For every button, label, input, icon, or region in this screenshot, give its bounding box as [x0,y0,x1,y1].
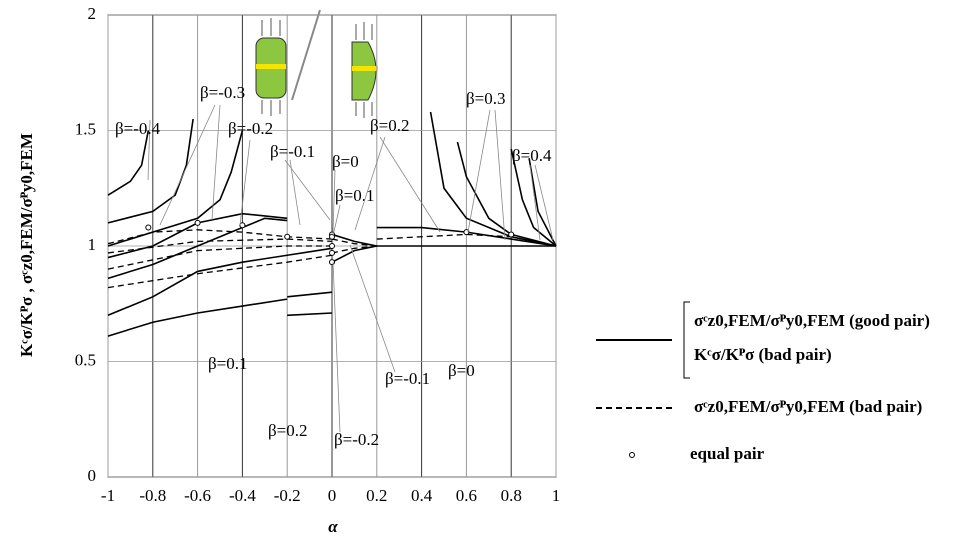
leader-line [467,109,491,233]
annotation: β=0.4 [512,146,552,165]
curve [331,238,377,247]
x-tick-label: 1 [552,486,561,505]
y-tick-label: 2 [88,4,97,23]
y-tick-label: 0.5 [75,350,96,369]
x-tick-label: 0.8 [501,486,522,505]
curve [107,254,333,289]
curve [331,233,377,247]
annotation: β=-0.1 [270,142,315,161]
leader-line [239,139,251,226]
equal-pair-marker [463,229,470,236]
curve [107,130,150,196]
legend-label: σᶜz0,FEM/σᴾy0,FEM (good pair) [694,311,930,330]
curve [107,118,194,224]
x-tick-label: 0.2 [366,486,387,505]
equal-pair-marker [239,222,246,229]
x-tick-label: -0.6 [184,486,211,505]
curve [331,245,377,263]
y-tick-label: 1.5 [75,119,96,138]
curve [331,245,377,254]
curve [107,130,244,247]
x-tick-label: 0.6 [456,486,477,505]
x-tick-label: -0.8 [139,486,166,505]
diagram-divider [291,9,321,101]
leader-line [349,244,396,373]
equal-pair-marker [508,231,515,238]
leader-line [332,261,341,433]
curve [510,148,557,247]
half-cylinder-icon [351,22,378,118]
equal-pair-marker [194,219,201,226]
annotation: β=-0.1 [385,369,430,388]
leader-line [147,119,151,181]
curve [107,238,333,254]
curve [107,247,333,317]
leader-line [289,159,301,226]
annotation: β=-0.2 [334,430,379,449]
curve [376,233,557,247]
equal-pair-marker [329,259,335,266]
legend-label: equal pair [690,444,765,463]
leader-line [211,104,221,221]
curve [528,158,557,247]
legend-marker [629,452,635,458]
y-axis-label: Kᶜσ/Kᴾσ , σᶜz0,FEM/σᴾy0,FEM [17,133,36,357]
annotation: β=0 [332,152,359,171]
annotation: β=0.2 [370,116,410,135]
leader-line [354,136,386,231]
leader-line [284,159,331,221]
leader-line [534,164,554,241]
annotation: β=-0.3 [200,83,245,102]
x-axis-label: α [328,517,338,536]
equal-pair-marker [329,249,335,256]
leader-line [332,204,341,237]
curve [107,245,332,270]
curve [287,291,333,298]
x-tick-label: -1 [101,486,115,505]
equal-pair-marker [284,233,291,240]
curve [287,312,333,317]
leader-line [494,109,506,241]
y-tick-label: 1 [88,235,97,254]
equal-pair-marker [145,224,152,231]
curve [456,141,557,247]
curve [107,298,288,337]
x-tick-label: 0.4 [411,486,433,505]
legend-bracket [683,301,690,379]
leader-line [332,169,336,233]
legend-label: σᶜz0,FEM/σᴾy0,FEM (bad pair) [694,397,922,416]
curve [429,111,557,247]
x-tick-label: 0 [328,486,337,505]
curve [107,229,333,245]
annotation: β=0.3 [466,89,506,108]
y-tick-label: 0 [88,466,97,485]
curve [107,217,288,280]
annotation: β=-0.2 [228,119,273,138]
equal-pair-marker [329,233,335,240]
equal-pair-marker [329,243,335,249]
annotation: β=-0.4 [115,119,161,138]
cylinder-icon [255,18,287,116]
x-tick-label: -0.2 [274,486,301,505]
leader-line [379,136,441,233]
annotation: β=0.2 [268,421,308,440]
x-tick-label: -0.4 [229,486,256,505]
annotation: β=0 [448,361,475,380]
annotation: β=0.1 [208,354,248,373]
leader-line [529,164,541,241]
legend-label: Kᶜσ/Kᴾσ (bad pair) [694,345,832,364]
leader-line [159,104,216,226]
